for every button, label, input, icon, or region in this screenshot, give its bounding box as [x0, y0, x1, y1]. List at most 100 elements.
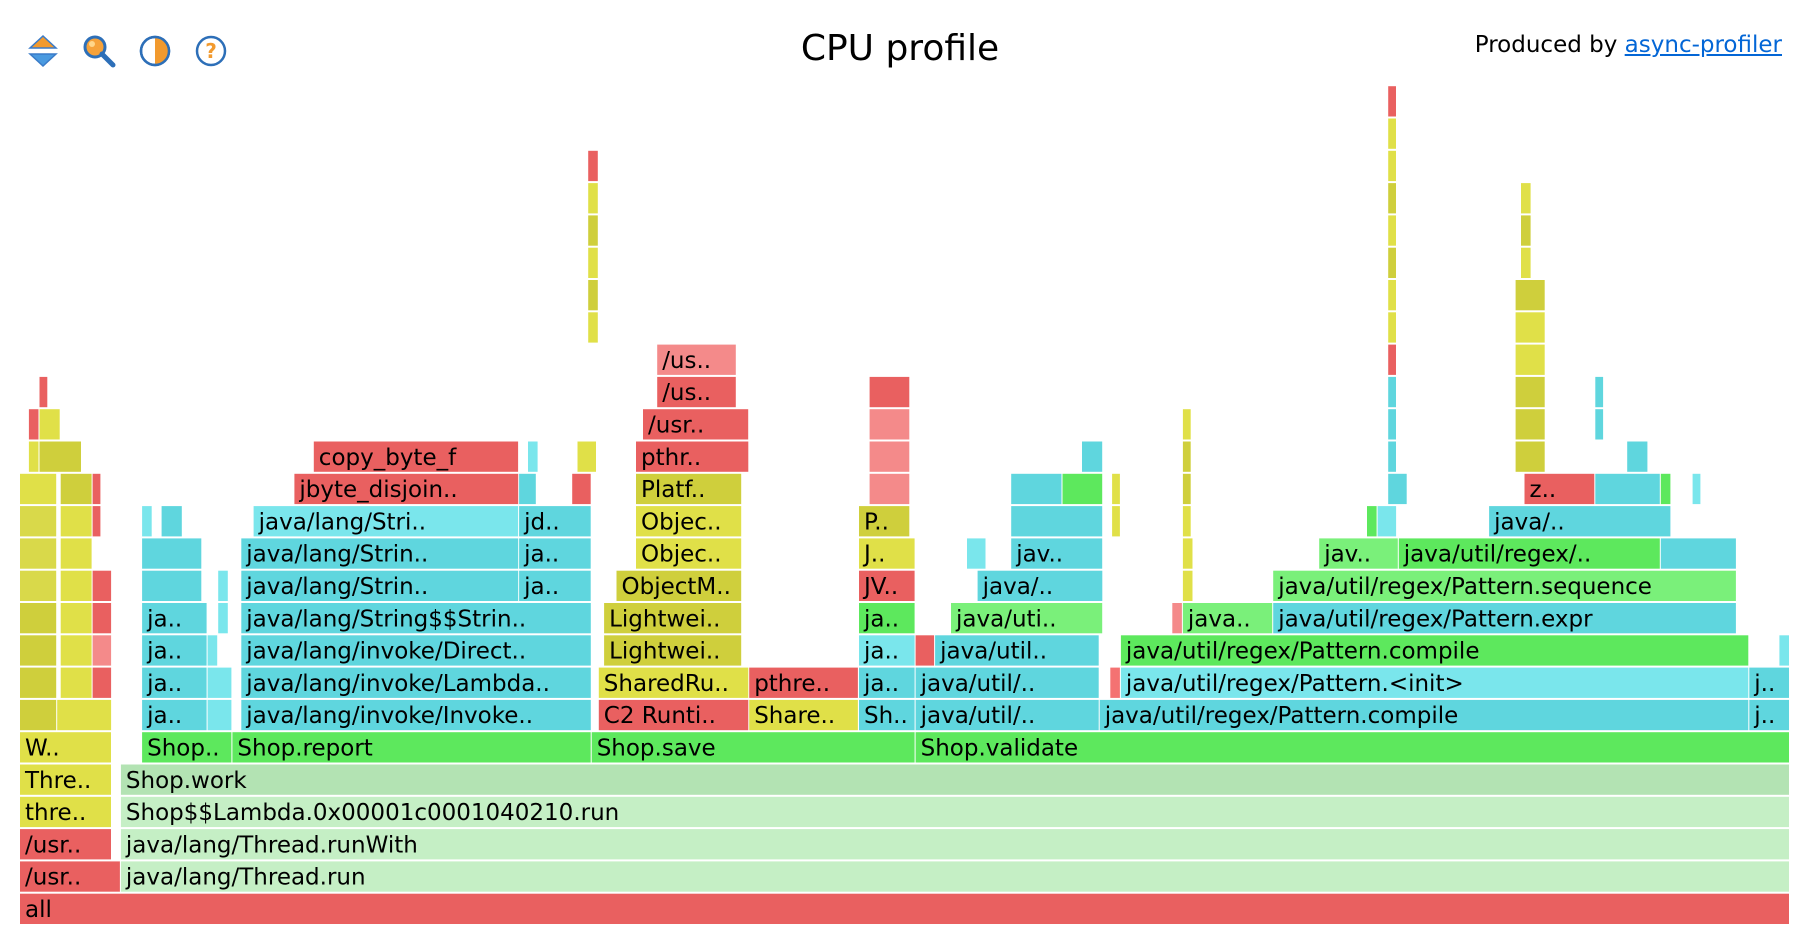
flame-frame[interactable]: Lightwei..	[604, 635, 742, 666]
flame-frame[interactable]	[1388, 247, 1396, 278]
flame-frame-rect[interactable]	[1515, 376, 1545, 408]
flame-frame[interactable]: ja..	[859, 603, 915, 634]
flame-frame-rect[interactable]	[1749, 699, 1789, 731]
flame-frame-rect[interactable]	[1388, 473, 1407, 505]
flame-frame-rect[interactable]	[142, 506, 152, 537]
help-icon[interactable]: ?	[190, 30, 232, 72]
flame-frame-rect[interactable]	[1388, 183, 1396, 214]
flame-frame-rect[interactable]	[1388, 86, 1396, 117]
flame-frame-rect[interactable]	[20, 732, 111, 763]
flame-frame[interactable]	[1515, 441, 1545, 472]
flame-frame[interactable]: Sh..	[859, 699, 915, 731]
flame-frame-rect[interactable]	[1182, 506, 1191, 537]
flame-frame-rect[interactable]	[1011, 538, 1103, 569]
flame-frame-rect[interactable]	[636, 506, 742, 537]
flame-frame[interactable]	[20, 570, 57, 601]
flame-frame-rect[interactable]	[1388, 312, 1396, 343]
flame-frame[interactable]	[1011, 506, 1103, 537]
contrast-icon[interactable]	[134, 30, 176, 72]
flame-frame[interactable]: J..	[859, 538, 915, 569]
flame-frame-rect[interactable]	[1182, 409, 1191, 440]
flame-frame[interactable]	[588, 280, 598, 311]
flame-frame-rect[interactable]	[588, 280, 598, 311]
flame-frame-rect[interactable]	[1521, 215, 1531, 246]
flame-frame[interactable]	[1521, 247, 1531, 278]
flame-frame[interactable]	[1110, 667, 1120, 698]
flame-frame-rect[interactable]	[1011, 506, 1103, 537]
flame-frame-rect[interactable]	[1524, 473, 1595, 505]
flame-frame-rect[interactable]	[577, 441, 597, 472]
flame-frame-rect[interactable]	[92, 473, 101, 505]
flame-frame[interactable]	[1182, 473, 1191, 505]
flame-frame-rect[interactable]	[977, 570, 1103, 601]
flame-frame[interactable]: /usr..	[20, 861, 120, 892]
flame-frame[interactable]: ja..	[142, 699, 207, 731]
flame-frame[interactable]	[1182, 506, 1191, 537]
flame-frame[interactable]: pthr..	[636, 441, 749, 472]
flame-frame-rect[interactable]	[241, 538, 519, 569]
flame-frame[interactable]	[218, 603, 228, 634]
flame-frame[interactable]: java/..	[977, 570, 1103, 601]
flame-frame[interactable]	[588, 150, 598, 182]
flame-frame[interactable]: ObjectM..	[616, 570, 742, 601]
flame-frame-rect[interactable]	[1749, 667, 1789, 698]
flame-frame[interactable]: Shop.report	[232, 732, 591, 763]
flame-frame-rect[interactable]	[28, 409, 39, 440]
flame-frame[interactable]: Shop.save	[591, 732, 915, 763]
flame-frame-rect[interactable]	[92, 506, 101, 537]
flame-frame[interactable]	[1182, 570, 1193, 601]
flame-frame-rect[interactable]	[1388, 409, 1396, 440]
flame-frame[interactable]: ja..	[859, 667, 915, 698]
flame-frame-rect[interactable]	[915, 667, 1099, 698]
flame-frame-rect[interactable]	[60, 538, 92, 569]
flame-frame-rect[interactable]	[1120, 667, 1749, 698]
flame-frame-rect[interactable]	[20, 570, 57, 601]
flame-frame-rect[interactable]	[120, 764, 1789, 795]
flame-frame-rect[interactable]	[20, 893, 1789, 924]
flame-frame-rect[interactable]	[951, 603, 1103, 634]
flame-frame-rect[interactable]	[1388, 344, 1396, 375]
flame-frame-rect[interactable]	[859, 635, 915, 666]
flame-frame[interactable]: Shop..	[142, 732, 232, 763]
flame-frame[interactable]: java/util/..	[915, 667, 1099, 698]
flame-frame[interactable]: java/lang/invoke/Direct..	[241, 635, 591, 666]
flame-frame[interactable]	[1062, 473, 1103, 505]
flame-frame-rect[interactable]	[643, 409, 749, 440]
flame-frame-rect[interactable]	[39, 376, 48, 408]
flame-frame-rect[interactable]	[1595, 376, 1604, 408]
flame-frame[interactable]: java/util/..	[915, 699, 1099, 731]
flame-frame-rect[interactable]	[1273, 603, 1736, 634]
flame-frame-rect[interactable]	[1172, 603, 1182, 634]
flame-frame[interactable]: Thre..	[20, 764, 111, 795]
flame-frame[interactable]	[1377, 506, 1397, 537]
flame-frame-rect[interactable]	[1515, 312, 1545, 343]
flame-frame[interactable]: java/util/regex/Pattern.sequence	[1273, 570, 1736, 601]
flame-frame[interactable]	[1515, 280, 1545, 311]
flame-frame[interactable]	[1388, 215, 1396, 246]
flame-frame[interactable]	[60, 538, 92, 569]
flame-frame-rect[interactable]	[519, 473, 536, 505]
flame-frame[interactable]	[1388, 118, 1396, 149]
flame-frame-rect[interactable]	[60, 506, 92, 537]
flame-frame[interactable]: jd..	[519, 506, 591, 537]
flame-frame-rect[interactable]	[1660, 538, 1736, 569]
flame-frame[interactable]: java/lang/String$$Strin..	[241, 603, 591, 634]
flame-frame[interactable]	[20, 538, 57, 569]
flame-frame-rect[interactable]	[20, 796, 111, 828]
flame-frame[interactable]	[207, 635, 218, 666]
flame-frame[interactable]	[967, 538, 986, 569]
flame-frame[interactable]: pthre..	[749, 667, 858, 698]
flame-frame-rect[interactable]	[604, 603, 742, 634]
flame-frame[interactable]	[577, 441, 597, 472]
flame-frame-rect[interactable]	[20, 861, 120, 892]
flame-frame-rect[interactable]	[1182, 603, 1273, 634]
flame-frame-rect[interactable]	[519, 506, 591, 537]
flame-frame-rect[interactable]	[598, 667, 749, 698]
flame-frame-rect[interactable]	[657, 344, 736, 375]
flame-frame[interactable]	[1779, 635, 1789, 666]
flame-frame-rect[interactable]	[120, 829, 1789, 860]
flame-frame-rect[interactable]	[915, 635, 935, 666]
flame-frame[interactable]	[142, 506, 152, 537]
flame-frame-rect[interactable]	[859, 603, 915, 634]
flame-frame-rect[interactable]	[1367, 506, 1377, 537]
